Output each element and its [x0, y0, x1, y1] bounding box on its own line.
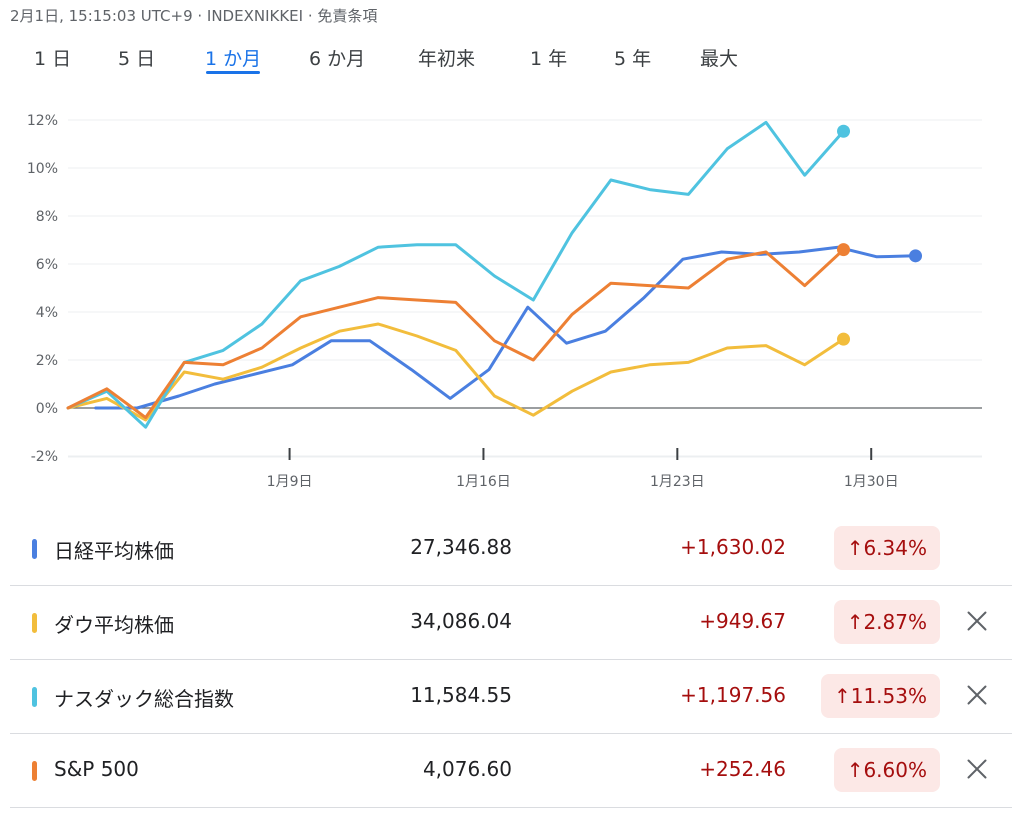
y-tick-label: 4% — [36, 305, 58, 321]
x-tick-label: 1月9日 — [267, 474, 313, 490]
y-tick-label: -2% — [31, 449, 58, 465]
series-end-point — [837, 124, 851, 138]
index-price: 4,076.60 — [422, 757, 512, 781]
header-info: 2月1日, 15:15:03 UTC+9 · INDEXNIKKEI · 免責条… — [10, 7, 378, 25]
y-tick-label: 12% — [27, 113, 58, 129]
index-change: +252.46 — [699, 757, 786, 781]
y-tick-label: 10% — [27, 161, 58, 177]
list-item[interactable]: 日経平均株価 27,346.88 +1,630.02 ↑6.34% — [10, 512, 1012, 586]
tab-ytd[interactable]: 年初来 — [418, 48, 476, 70]
tab-1-day[interactable]: 1 日 — [34, 48, 72, 70]
series-end-point — [909, 249, 923, 263]
index-price: 34,086.04 — [410, 609, 512, 633]
index-change: +1,630.02 — [680, 535, 786, 559]
index-name: S&P 500 — [54, 757, 139, 781]
index-list: 日経平均株価 27,346.88 +1,630.02 ↑6.34% ダウ平均株価… — [10, 512, 1012, 808]
x-tick-label: 1月30日 — [844, 474, 899, 490]
percent-change-badge: ↑11.53% — [820, 674, 940, 718]
tab-5-day[interactable]: 5 日 — [118, 48, 156, 70]
series-color-marker — [32, 761, 37, 781]
y-tick-label: 8% — [36, 209, 58, 225]
index-name: ナスダック総合指数 — [54, 687, 234, 711]
series-end-point — [837, 243, 851, 257]
list-item[interactable]: ナスダック総合指数 11,584.55 +1,197.56 ↑11.53% — [10, 660, 1012, 734]
series-line — [66, 120, 845, 429]
tab-1-month[interactable]: 1 か月 — [205, 48, 262, 70]
series-line — [66, 322, 845, 422]
series-line — [94, 245, 917, 410]
tab-6-month[interactable]: 6 か月 — [309, 48, 366, 70]
index-price: 11,584.55 — [410, 683, 512, 707]
series-color-marker — [32, 539, 37, 559]
series-color-marker — [32, 687, 37, 707]
range-tabs: 1 日 5 日 1 か月 6 か月 年初来 1 年 5 年 最大 — [0, 44, 1024, 80]
remove-comparison-icon[interactable] — [962, 754, 992, 784]
x-tick-label: 1月23日 — [650, 474, 705, 490]
tab-5-year[interactable]: 5 年 — [614, 48, 652, 70]
series-color-marker — [32, 613, 37, 633]
index-change: +949.67 — [699, 609, 786, 633]
index-price: 27,346.88 — [410, 535, 512, 559]
y-tick-label: 2% — [36, 353, 58, 369]
percent-change-badge: ↑2.87% — [833, 600, 940, 644]
series-end-point — [837, 332, 851, 346]
x-tick-label: 1月16日 — [456, 474, 511, 490]
percent-change-badge: ↑6.34% — [833, 526, 940, 570]
remove-comparison-icon[interactable] — [962, 680, 992, 710]
list-item[interactable]: S&P 500 4,076.60 +252.46 ↑6.60% — [10, 734, 1012, 808]
y-tick-label: 0% — [36, 401, 58, 417]
percent-change-badge: ↑6.60% — [833, 748, 940, 792]
active-tab-indicator — [206, 71, 260, 74]
index-change: +1,197.56 — [680, 683, 786, 707]
index-name: ダウ平均株価 — [54, 613, 174, 637]
line-chart: -2% 0% 2% 4% 6% 8% 10% 12% 1月9日 1月16日 1月23日 1月30日 — [27, 113, 982, 490]
remove-comparison-icon[interactable] — [962, 606, 992, 636]
y-tick-label: 6% — [36, 257, 58, 273]
list-item[interactable]: ダウ平均株価 34,086.04 +949.67 ↑2.87% — [10, 586, 1012, 660]
index-name: 日経平均株価 — [54, 539, 174, 563]
series-line — [66, 248, 845, 420]
tab-max[interactable]: 最大 — [700, 48, 739, 70]
tab-1-year[interactable]: 1 年 — [530, 48, 568, 70]
